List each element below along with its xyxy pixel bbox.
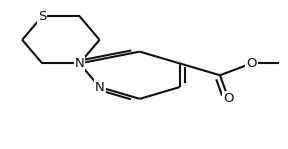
Text: N: N (75, 57, 84, 70)
Text: N: N (95, 81, 105, 94)
Text: S: S (38, 10, 46, 23)
Text: O: O (223, 92, 234, 105)
Text: O: O (246, 57, 257, 70)
